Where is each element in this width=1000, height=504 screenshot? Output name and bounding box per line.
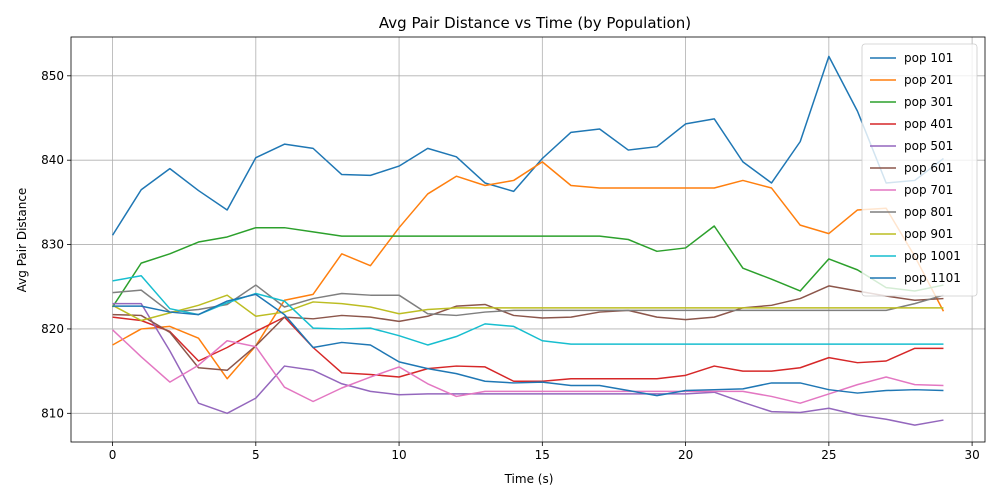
series-line bbox=[112, 294, 944, 322]
axis-ticks: 0 5 10 15 20 25 30 810 820 830 840 850 bbox=[41, 69, 980, 462]
series-line bbox=[111, 55, 944, 236]
legend-label: pop 601 bbox=[904, 161, 953, 175]
legend-label: pop 701 bbox=[904, 183, 953, 197]
legend-label: pop 101 bbox=[904, 51, 953, 65]
y-tick-label: 850 bbox=[41, 69, 64, 83]
legend-label: pop 301 bbox=[904, 95, 953, 109]
legend-label: pop 801 bbox=[904, 205, 953, 219]
legend-label: pop 901 bbox=[904, 227, 953, 241]
legend-label: pop 201 bbox=[904, 73, 953, 87]
x-tick-label: 20 bbox=[678, 448, 693, 462]
plot-frame bbox=[70, 36, 986, 443]
x-tick-label: 15 bbox=[535, 448, 550, 462]
y-axis-label: Avg Pair Distance bbox=[15, 188, 29, 293]
series-line bbox=[112, 316, 944, 382]
series-line bbox=[111, 225, 944, 308]
chart-title: Avg Pair Distance vs Time (by Population… bbox=[379, 14, 691, 32]
series-line bbox=[112, 302, 944, 426]
series-line bbox=[112, 329, 944, 404]
y-tick-label: 840 bbox=[41, 153, 64, 167]
x-tick-label: 0 bbox=[109, 448, 117, 462]
y-tick-label: 810 bbox=[41, 406, 64, 420]
x-tick-label: 30 bbox=[964, 448, 979, 462]
series-line bbox=[112, 285, 944, 372]
legend-label: pop 1101 bbox=[904, 271, 961, 285]
y-tick-label: 830 bbox=[41, 238, 64, 252]
legend-box bbox=[861, 43, 978, 297]
x-tick-label: 25 bbox=[821, 448, 836, 462]
x-tick-label: 5 bbox=[252, 448, 260, 462]
y-tick-label: 820 bbox=[41, 322, 64, 336]
legend-label: pop 501 bbox=[904, 139, 953, 153]
series-lines bbox=[111, 55, 945, 426]
legend: pop 101 pop 201 pop 301 pop 401 pop 501 pop 6… bbox=[861, 43, 978, 297]
series-line bbox=[112, 161, 945, 380]
legend-label: pop 401 bbox=[904, 117, 953, 131]
grid-lines bbox=[71, 37, 985, 442]
x-axis-label: Time (s) bbox=[504, 472, 554, 486]
series-line bbox=[112, 293, 944, 397]
x-tick-label: 10 bbox=[391, 448, 406, 462]
legend-label: pop 1001 bbox=[904, 249, 961, 263]
series-line bbox=[112, 284, 944, 317]
